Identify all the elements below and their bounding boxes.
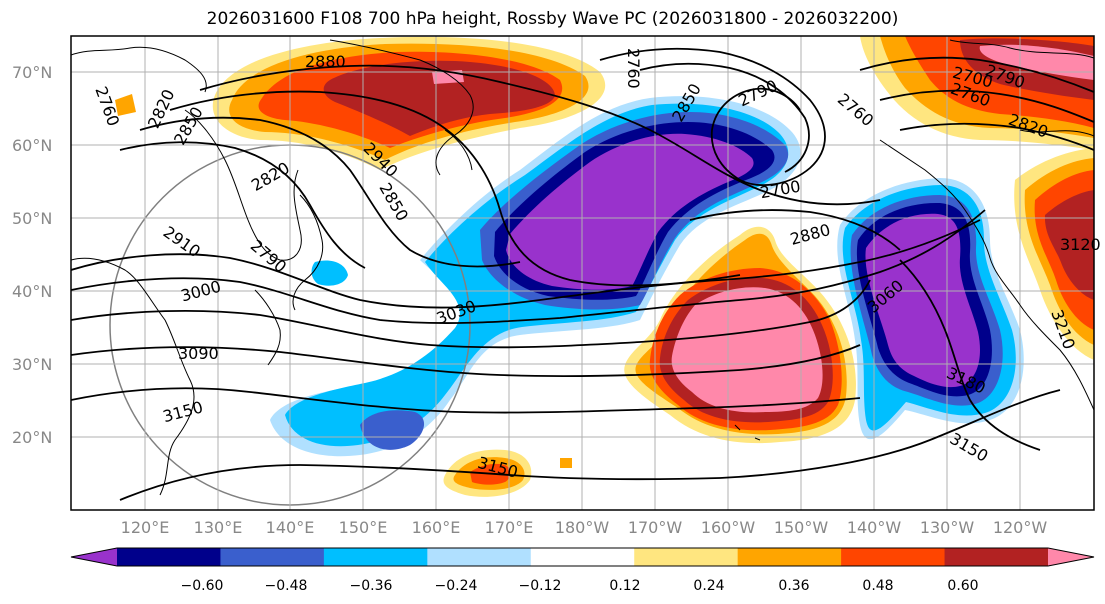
- lon-label: 160°E: [412, 518, 461, 537]
- colorbar-swatch: [530, 548, 635, 566]
- colorbar-ticks: −0.60 −0.48 −0.36 −0.24 −0.12 0.12 0.24 …: [181, 578, 979, 594]
- lon-label: 130°E: [194, 518, 243, 537]
- lon-label: 150°E: [339, 518, 388, 537]
- lon-label: 170°W: [628, 518, 683, 537]
- longitude-labels: 120°E 130°E 140°E 150°E 160°E 170°E 180°…: [121, 518, 1048, 537]
- colorbar-swatch: [634, 548, 739, 566]
- lon-label: 120°E: [121, 518, 170, 537]
- contour-label: 3120: [1060, 235, 1101, 254]
- colorbar-tick: 0.24: [693, 578, 724, 594]
- colorbar-swatch: [737, 548, 842, 566]
- lat-label-40n: 40°N: [12, 282, 52, 301]
- positive-anomaly-central: [624, 226, 856, 444]
- lon-label: 180°W: [555, 518, 610, 537]
- colorbar-tick: −0.48: [265, 578, 308, 594]
- graticule: [71, 36, 1094, 510]
- colorbar-outline: [70, 547, 1095, 567]
- lat-label-20n: 20°N: [12, 428, 52, 447]
- latitude-labels: 70°N 60°N 50°N 40°N 30°N 20°N: [12, 63, 52, 447]
- colorbar-tick: −0.12: [519, 578, 562, 594]
- map-frame: [70, 35, 1095, 511]
- negative-anomaly-east: [837, 178, 1024, 440]
- lat-label-50n: 50°N: [12, 209, 52, 228]
- contour-label: 3090: [178, 344, 219, 363]
- colorbar-swatch: [427, 548, 532, 566]
- colorbar-tick: 0.48: [862, 578, 893, 594]
- lat-label-70n: 70°N: [12, 63, 52, 82]
- map-title: 2026031600 F108 700 hPa height, Rossby W…: [206, 9, 899, 29]
- colorbar-tick: −0.36: [350, 578, 393, 594]
- lon-label: 150°W: [774, 518, 829, 537]
- negative-anomaly-west: [270, 96, 801, 457]
- map-plot-area: [71, 36, 1094, 510]
- contour-label: 2760: [624, 48, 643, 89]
- colorbar-tick: 0.60: [947, 578, 978, 594]
- colorbar-tick: 0.12: [609, 578, 640, 594]
- lon-label: 160°W: [701, 518, 756, 537]
- coastlines: [71, 39, 1094, 496]
- colorbar-swatch: [117, 548, 221, 566]
- colorbar-swatch: [841, 548, 946, 566]
- lon-label: 140°W: [847, 518, 902, 537]
- lat-label-30n: 30°N: [12, 355, 52, 374]
- lon-label: 170°E: [485, 518, 534, 537]
- lat-label-60n: 60°N: [12, 136, 52, 155]
- colorbar-swatch: [1048, 548, 1094, 566]
- colorbar-tick: 0.36: [778, 578, 809, 594]
- contour-label: 2880: [305, 52, 346, 71]
- colorbar-swatch: [944, 548, 1049, 566]
- lon-label: 140°E: [266, 518, 315, 537]
- height-contours: [71, 47, 1094, 501]
- colorbar: [70, 547, 1095, 567]
- colorbar-tick: −0.24: [435, 578, 478, 594]
- colorbar-swatch: [220, 548, 325, 566]
- colorbar-tick: −0.60: [181, 578, 224, 594]
- colorbar-swatch: [323, 548, 428, 566]
- colorbar-swatch: [71, 548, 117, 566]
- lon-label: 120°W: [993, 518, 1048, 537]
- lon-label: 130°W: [920, 518, 975, 537]
